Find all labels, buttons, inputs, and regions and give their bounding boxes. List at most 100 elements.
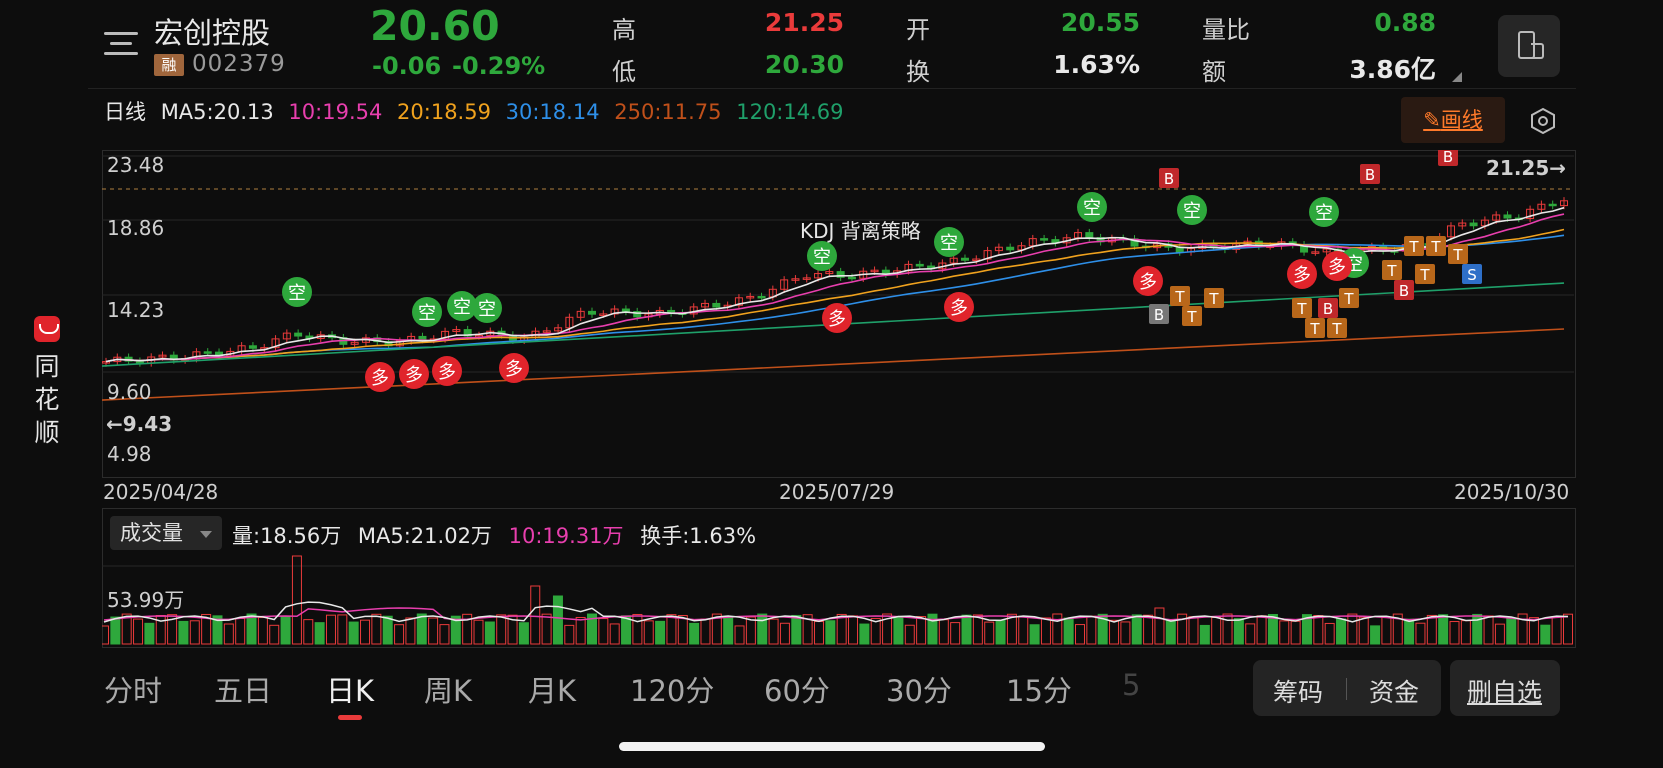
side-brand[interactable]: 同花顺 (28, 316, 66, 449)
svg-text:多: 多 (505, 359, 523, 380)
draw-line-button[interactable]: ✎画线 (1401, 97, 1505, 143)
settings-hexagon-icon[interactable] (1528, 106, 1558, 136)
svg-text:多: 多 (1293, 265, 1311, 286)
svg-text:空: 空 (940, 233, 958, 254)
svg-text:B: B (1365, 166, 1375, 184)
volume-selector-label: 成交量 (120, 521, 183, 545)
svg-text:空: 空 (1083, 198, 1101, 219)
svg-text:T: T (1174, 288, 1185, 306)
svg-text:多: 多 (1328, 257, 1346, 278)
stock-code: 002379 (192, 51, 286, 77)
tab-30min[interactable]: 30分 (886, 674, 952, 708)
svg-text:多: 多 (405, 365, 423, 386)
tab-weekly-k[interactable]: 周K (424, 674, 473, 708)
tab-monthly-k[interactable]: 月K (528, 674, 577, 708)
home-indicator (619, 742, 1045, 751)
date-start: 2025/04/28 (103, 480, 219, 504)
svg-text:空: 空 (1315, 203, 1333, 224)
ma30-value: 30:18.14 (505, 100, 600, 124)
volume-indicator-select[interactable]: 成交量 (110, 516, 222, 550)
svg-text:T: T (1296, 300, 1307, 318)
strategy-label[interactable]: KDJ 背离策略 (800, 219, 921, 243)
tab-intraday[interactable]: 分时 (104, 674, 163, 708)
quote-label-open: 开 (906, 16, 930, 44)
svg-text:T: T (1408, 238, 1419, 256)
volume-now: 量:18.56万 (232, 524, 342, 548)
quote-value-vol-ratio: 0.88 (1374, 8, 1436, 37)
volume-chart[interactable] (102, 508, 1574, 646)
ma5-value: MA5:20.13 (160, 100, 274, 124)
quote-label-vol-ratio: 量比 (1202, 16, 1250, 44)
kline-panel[interactable] (102, 150, 1576, 478)
volume-panel[interactable] (102, 508, 1576, 648)
svg-text:T: T (1419, 266, 1430, 284)
quote-label-low: 低 (612, 58, 636, 86)
quote-value-high: 21.25 (764, 8, 844, 37)
tab-15min[interactable]: 15分 (1006, 674, 1072, 708)
quote-label-high: 高 (612, 16, 636, 44)
menu-icon[interactable] (104, 30, 138, 58)
volume-ma5: MA5:21.02万 (357, 524, 492, 548)
svg-text:多: 多 (438, 362, 456, 383)
tab-60min[interactable]: 60分 (764, 674, 830, 708)
svg-text:B: B (1154, 306, 1164, 324)
y-label-2: 18.86 (107, 216, 165, 240)
phone-rotate-icon (1518, 31, 1535, 59)
chips-button[interactable]: 筹码 (1273, 678, 1324, 707)
svg-text:T: T (1186, 308, 1197, 326)
svg-text:空: 空 (418, 303, 436, 324)
volume-indicator-bar: 量:18.56万 MA5:21.02万 10:19.31万 换手:1.63% (232, 520, 766, 550)
side-brand-text: 同花顺 (34, 352, 60, 447)
y-label-bottom: 4.98 (107, 442, 152, 466)
ma250-value: 250:11.75 (614, 100, 722, 124)
landscape-toggle-button[interactable] (1498, 15, 1560, 77)
svg-text:T: T (1208, 290, 1219, 308)
kline-chart[interactable]: 空空空空空空空空空空多多多多多多多多多B BBB BBSTTTTT TTTTTT T (102, 150, 1574, 476)
funds-button[interactable]: 资金 (1369, 678, 1420, 707)
quote-value-amount: 3.86亿 (1349, 55, 1436, 84)
svg-text:多: 多 (1139, 272, 1157, 293)
svg-text:空: 空 (478, 299, 496, 320)
svg-text:T: T (1309, 320, 1320, 338)
ths-logo-icon (34, 316, 60, 342)
volume-ma10: 10:19.31万 (508, 524, 624, 548)
tab-daily-k[interactable]: 日K (326, 674, 375, 708)
min-price-marker: ←9.43 (106, 412, 173, 436)
pill-divider (1346, 678, 1347, 700)
date-end: 2025/10/30 (1454, 480, 1570, 504)
svg-text:T: T (1343, 290, 1354, 308)
svg-text:T: T (1430, 238, 1441, 256)
ma-indicator-bar[interactable]: 日线 MA5:20.13 10:19.54 20:18.59 30:18.14 … (104, 96, 852, 126)
draw-line-label: 画线 (1440, 108, 1483, 132)
remove-watchlist-button[interactable]: 删自选 (1467, 678, 1543, 707)
last-price: 20.60 (370, 2, 500, 50)
period-label: 日线 (104, 100, 146, 124)
tab-120min[interactable]: 120分 (630, 674, 715, 708)
ma120-value: 120:14.69 (736, 100, 844, 124)
quote-label-amount: 额 (1202, 58, 1226, 86)
quote-value-open: 20.55 (1060, 8, 1140, 37)
y-label-top: 23.48 (107, 153, 165, 177)
svg-text:多: 多 (950, 298, 968, 319)
svg-text:B: B (1323, 300, 1333, 318)
header-divider (88, 88, 1576, 89)
svg-text:多: 多 (828, 309, 846, 330)
svg-text:B: B (1443, 150, 1453, 166)
margin-badge: 融 (154, 54, 184, 76)
tab-5min[interactable]: 5 (1122, 668, 1141, 702)
price-change-pct: -0.29% (452, 52, 546, 80)
pencil-icon: ✎ (1423, 108, 1441, 132)
chevron-down-icon (200, 531, 212, 538)
max-price-marker: 21.25→ (1486, 156, 1567, 180)
stock-name[interactable]: 宏创控股 (154, 16, 271, 50)
expand-corner-icon[interactable] (1452, 72, 1462, 82)
quote-label-turnover: 换 (906, 58, 930, 86)
date-mid: 2025/07/29 (779, 480, 895, 504)
svg-text:B: B (1164, 170, 1174, 188)
turnover-rate: 换手:1.63% (640, 524, 757, 548)
tab-five-day[interactable]: 五日 (214, 674, 273, 708)
svg-text:S: S (1467, 266, 1477, 284)
svg-text:空: 空 (1183, 201, 1201, 222)
active-tab-indicator (338, 715, 362, 720)
svg-text:空: 空 (288, 283, 306, 304)
